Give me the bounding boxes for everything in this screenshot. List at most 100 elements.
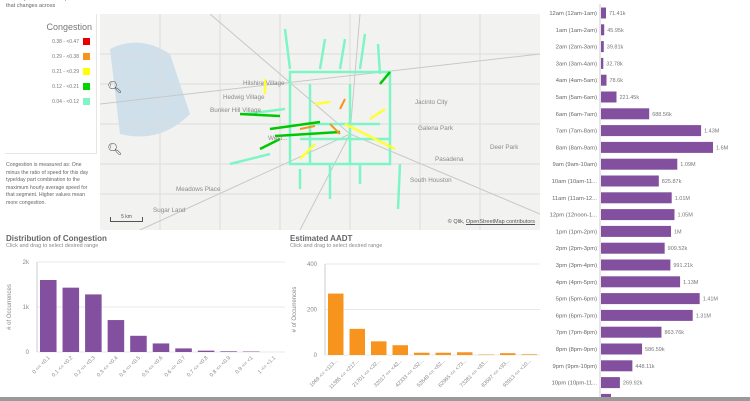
chart-subtitle: Click and drag to select desired range [6,243,99,249]
bar[interactable] [175,348,192,352]
value-label: 32.78k [606,61,623,67]
value-label: 825.87k [662,179,682,185]
legend-item[interactable]: 0.38 - <0.47 [52,38,90,45]
value-label: 221.45k [620,95,640,101]
congestion-distribution-chart[interactable]: 0 1k 2k # of Occurrences 0 <= <0.1 0.1 <= <0.… [0,255,285,397]
legend-label: 0.04 - <0.12 [52,98,79,105]
bar[interactable] [521,354,538,355]
category-label: 9am (9am-10am) [553,162,598,168]
value-label: 269.92k [623,381,643,387]
legend-item[interactable]: 0.12 - <0.21 [52,83,90,90]
bar[interactable] [601,24,605,36]
bar[interactable] [601,309,693,321]
value-label: 1.6M [716,145,729,151]
value-label: 991.21k [673,263,693,269]
bar[interactable] [601,108,650,120]
category-label: 5pm (5pm-6pm) [556,297,597,303]
value-label: 1.13M [683,280,699,286]
bar[interactable] [601,41,604,53]
bar[interactable] [601,91,617,103]
bar[interactable] [601,259,671,271]
map-place-label: Meadows Place [176,186,221,193]
category-label: 12am (12am-1am) [549,11,597,17]
bar[interactable] [601,74,607,86]
bar[interactable] [328,293,344,355]
bar[interactable] [601,209,675,221]
category-label: 10am (10am-11... [552,179,598,185]
congestion-map[interactable]: Hilshire Village Hedwig Village Bunker H… [100,14,540,230]
x-tick-label: 0.9 <= <1 [234,355,254,375]
x-tick-label: 0.8 <= <0.9 [209,355,232,378]
bar[interactable] [601,225,671,237]
bar[interactable] [62,287,80,352]
value-label: 39.81k [607,45,624,51]
legend-swatch [83,68,90,75]
osm-link[interactable]: OpenStreetMap contributors [465,219,535,225]
zoom-out-icon[interactable]: 🔍︎ [107,142,123,156]
category-label: 3pm (3pm-4pm) [556,263,597,269]
legend-title: Congestion [46,22,92,32]
value-label: 1.09M [680,162,696,168]
map-attribution: © Qlik, OpenStreetMap contributors [448,219,535,225]
legend-item[interactable]: 0.21 - <0.29 [52,68,90,75]
bar[interactable] [601,276,681,288]
bar[interactable] [414,352,430,355]
bar[interactable] [152,343,170,352]
bar[interactable] [601,158,678,170]
bar[interactable] [601,343,643,355]
hourly-chart[interactable]: 12am (12am-1am) 71.41k 1am (1am-2am) 45.95k… [540,0,750,397]
bar[interactable] [349,328,366,355]
value-label: 448.11k [635,364,654,370]
bar[interactable] [601,192,672,204]
bottom-scrollbar[interactable] [0,397,750,401]
bar[interactable] [601,360,633,372]
bar[interactable] [601,326,662,338]
bar[interactable] [601,175,659,187]
y-tick-label: 200 [307,308,318,314]
bar[interactable] [601,7,606,19]
bar[interactable] [601,125,702,137]
bar[interactable] [220,351,237,352]
bar[interactable] [40,280,57,352]
zoom-in-icon[interactable]: 🔍︎ [107,80,123,94]
bar[interactable] [85,294,102,352]
map-place-label: Deer Park [490,144,519,151]
value-label: 78.6k [610,78,624,84]
map-place-label: Pasadena [435,156,464,163]
category-label: 1pm (1pm-2pm) [556,229,597,235]
x-tick-label: 0.5 <= <0.6 [141,355,164,378]
legend-item[interactable]: 0.29 - <0.38 [52,53,90,60]
congestion-chart-header: Distribution of Congestion Click and dra… [6,234,107,249]
intro-text: across your ... and to explore how that … [6,0,89,9]
bar[interactable] [601,57,604,69]
y-tick-label: 400 [307,262,318,268]
bar[interactable] [601,141,713,153]
bar[interactable] [392,345,409,355]
bar[interactable] [601,242,665,254]
map-place-label: Galena Park [418,125,454,132]
legend-item[interactable]: 0.04 - <0.12 [52,98,90,105]
category-label: 2am (2am-3am) [556,45,597,51]
x-tick-label: 0 <= <0.1 [32,355,52,375]
value-label: 586.59k [645,347,665,353]
bar[interactable] [107,320,125,352]
bar[interactable] [435,352,452,355]
category-label: 8pm (8pm-9pm) [556,347,597,353]
bar[interactable] [601,293,700,305]
bar-partial[interactable] [601,393,611,397]
bar[interactable] [601,377,620,389]
y-axis-label: # of Occurrences [292,287,298,333]
value-label: 909.52k [668,246,688,252]
bar[interactable] [197,350,215,352]
value-label: 1.41M [703,297,719,303]
bar[interactable] [457,352,473,355]
map-place-label: Jacinto City [415,99,448,106]
bar[interactable] [371,341,387,355]
legend-swatch [83,98,90,105]
congestion-note: Congestion is measured as: One minus the… [6,162,89,206]
legend-label: 0.12 - <0.21 [52,83,79,90]
category-label: 6am (6am-7am) [556,112,597,118]
bar[interactable] [130,335,147,352]
bar[interactable] [500,353,516,355]
